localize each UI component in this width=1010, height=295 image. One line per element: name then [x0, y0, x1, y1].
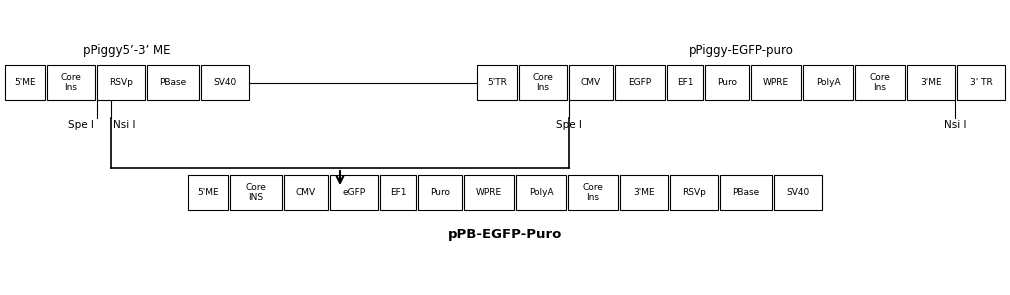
Text: PolyA: PolyA	[528, 188, 553, 197]
Bar	[418, 175, 462, 210]
Bar	[188, 175, 228, 210]
Text: WPRE: WPRE	[763, 78, 789, 87]
Bar	[907, 65, 955, 100]
Text: EF1: EF1	[677, 78, 693, 87]
Bar	[615, 65, 665, 100]
Bar	[620, 175, 668, 210]
Text: 3'ME: 3'ME	[920, 78, 941, 87]
Bar	[957, 65, 1005, 100]
Text: pPiggy5’-3’ ME: pPiggy5’-3’ ME	[83, 44, 171, 57]
Text: RSVp: RSVp	[682, 188, 706, 197]
Bar	[705, 65, 749, 100]
Text: 3' TR: 3' TR	[970, 78, 993, 87]
Text: EF1: EF1	[390, 188, 406, 197]
Text: SV40: SV40	[787, 188, 810, 197]
Bar	[380, 175, 416, 210]
Text: 5'TR: 5'TR	[487, 78, 507, 87]
Text: RSVp: RSVp	[109, 78, 133, 87]
Text: eGFP: eGFP	[342, 188, 366, 197]
Text: Spe I: Spe I	[557, 120, 582, 130]
Text: pPB-EGFP-Puro: pPB-EGFP-Puro	[447, 228, 563, 241]
Text: EGFP: EGFP	[628, 78, 651, 87]
Bar	[230, 175, 282, 210]
Bar	[464, 175, 514, 210]
Bar	[516, 175, 566, 210]
Text: SV40: SV40	[213, 78, 236, 87]
Bar	[569, 65, 613, 100]
Text: pPiggy-EGFP-puro: pPiggy-EGFP-puro	[689, 44, 794, 57]
Text: Core
Ins: Core Ins	[583, 183, 603, 202]
Bar	[855, 65, 905, 100]
Text: PolyA: PolyA	[816, 78, 840, 87]
Bar	[751, 65, 801, 100]
Text: PBase: PBase	[732, 188, 760, 197]
Text: Puro: Puro	[717, 78, 737, 87]
Bar	[147, 65, 199, 100]
Bar	[477, 65, 517, 100]
Text: Nsi I: Nsi I	[113, 120, 135, 130]
Text: WPRE: WPRE	[476, 188, 502, 197]
Bar	[568, 175, 618, 210]
Bar	[47, 65, 95, 100]
Text: Nsi I: Nsi I	[943, 120, 967, 130]
Bar	[803, 65, 853, 100]
Bar	[201, 65, 249, 100]
Text: PBase: PBase	[160, 78, 187, 87]
Bar	[97, 65, 145, 100]
Text: Core
Ins: Core Ins	[61, 73, 82, 92]
Bar	[284, 175, 328, 210]
Text: 3'ME: 3'ME	[633, 188, 654, 197]
Bar	[774, 175, 822, 210]
Text: Spe I: Spe I	[68, 120, 94, 130]
Text: Puro: Puro	[430, 188, 450, 197]
Text: CMV: CMV	[581, 78, 601, 87]
Text: Core
Ins: Core Ins	[870, 73, 891, 92]
Bar	[5, 65, 45, 100]
Bar	[720, 175, 772, 210]
Text: CMV: CMV	[296, 188, 316, 197]
Bar	[519, 65, 567, 100]
Bar	[670, 175, 718, 210]
Bar	[667, 65, 703, 100]
Bar	[330, 175, 378, 210]
Text: Core
Ins: Core Ins	[532, 73, 553, 92]
Text: Core
INS: Core INS	[245, 183, 267, 202]
Text: 5'ME: 5'ME	[14, 78, 35, 87]
Text: 5'ME: 5'ME	[197, 188, 219, 197]
